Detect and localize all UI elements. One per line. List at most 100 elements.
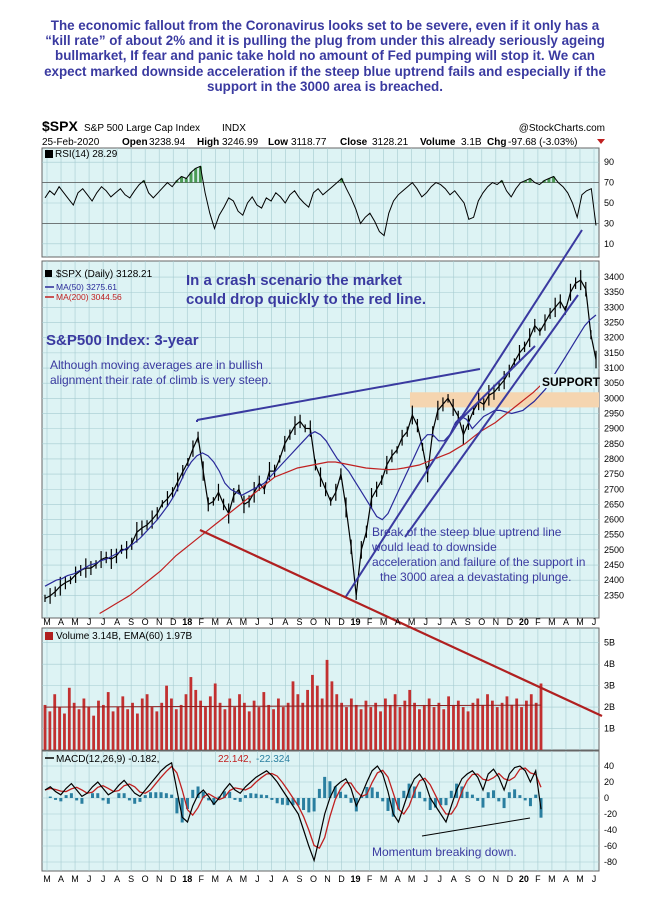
- volume-bar: [208, 696, 212, 750]
- volume-tick-label: 2B: [604, 702, 615, 712]
- volume-bar: [452, 704, 455, 750]
- volume-bar: [539, 683, 543, 750]
- volume-bar: [447, 696, 451, 750]
- month-tick-label: J: [255, 874, 260, 884]
- volume-bar: [291, 681, 295, 750]
- month-tick-label: M: [43, 874, 51, 884]
- volume-bar: [442, 709, 446, 750]
- month-tick-label: S: [296, 874, 302, 884]
- volume-bar: [145, 694, 149, 750]
- macd-tick-label: 40: [604, 761, 614, 771]
- volume-bar: [320, 698, 324, 750]
- volume-bar: [398, 707, 402, 750]
- price-tick-label: 3400: [604, 272, 624, 282]
- price-tick-label: 3300: [604, 302, 624, 312]
- volume-bar: [194, 689, 198, 750]
- volume-bar: [510, 704, 514, 750]
- month-tick-label: M: [212, 617, 220, 627]
- volume-bar: [272, 709, 275, 750]
- month-tick-label: 18: [182, 617, 192, 627]
- volume-bar: [369, 707, 373, 750]
- price-tick-label: 2600: [604, 515, 624, 525]
- month-tick-label: J: [87, 874, 92, 884]
- volume-bar: [262, 692, 266, 750]
- volume-ema-line: [44, 704, 542, 708]
- volume-bar: [126, 709, 130, 750]
- rsi-label-swatch: [45, 150, 53, 158]
- volume-bar: [286, 702, 290, 750]
- upper-resistance-line: [196, 368, 481, 421]
- month-tick-label: A: [395, 874, 401, 884]
- low-label: Low: [268, 137, 288, 148]
- macd-tick-label: 0: [604, 793, 609, 803]
- month-tick-label: A: [114, 617, 120, 627]
- volume-bar: [505, 696, 509, 750]
- price-legend-swatch: [45, 270, 52, 277]
- month-tick-label: N: [156, 617, 163, 627]
- month-tick-label: O: [142, 617, 149, 627]
- month-tick-label: J: [423, 617, 428, 627]
- month-tick-label: F: [367, 874, 373, 884]
- month-tick-label: A: [114, 874, 120, 884]
- volume-bar: [242, 702, 246, 750]
- volume-bar: [72, 702, 76, 750]
- index-title: S&P500 Index: 3-year: [46, 332, 199, 349]
- volume-bar: [160, 702, 164, 750]
- volume-bar: [247, 711, 251, 750]
- volume-bar: [529, 694, 533, 750]
- volume-bar: [393, 694, 397, 750]
- volume-bar: [204, 707, 207, 750]
- price-tick-label: 3050: [604, 378, 624, 388]
- month-tick-label: F: [535, 617, 541, 627]
- month-tick-label: S: [465, 617, 471, 627]
- month-tick-label: A: [282, 617, 288, 627]
- volume-bar: [383, 698, 387, 750]
- month-tick-label: M: [408, 874, 416, 884]
- volume-tick-label: 4B: [604, 659, 615, 669]
- month-tick-label: A: [58, 874, 64, 884]
- volume-bar: [67, 687, 71, 750]
- price-tick-label: 3000: [604, 393, 624, 403]
- month-tick-label: A: [563, 617, 569, 627]
- month-tick-label: F: [199, 617, 205, 627]
- month-tick-label: A: [282, 874, 288, 884]
- volume-bar: [252, 700, 256, 750]
- chart-symbol: $SPX: [42, 118, 78, 134]
- chart-credit: @StockCharts.com: [519, 123, 605, 134]
- month-tick-label: D: [170, 874, 177, 884]
- month-tick-label: J: [437, 617, 442, 627]
- volume-bar: [101, 704, 105, 750]
- price-panel: [41, 260, 600, 619]
- price-tick-label: 2550: [604, 530, 624, 540]
- month-tick-label: A: [451, 874, 457, 884]
- open-label: Open: [122, 137, 148, 148]
- volume-bar: [325, 659, 329, 750]
- volume-label: Volume 3.14B, EMA(60) 1.97B: [56, 631, 193, 642]
- volume-bar: [213, 683, 217, 750]
- volume-bar: [257, 707, 261, 750]
- month-tick-label: A: [451, 617, 457, 627]
- volume-bar: [500, 702, 504, 750]
- volume-bar: [437, 702, 441, 750]
- month-tick-label: J: [437, 874, 442, 884]
- volume-bar: [77, 709, 81, 750]
- price-tick-label: 3350: [604, 287, 624, 297]
- volume-bar: [311, 674, 314, 750]
- volume-tick-label: 3B: [604, 681, 615, 691]
- month-tick-label: J: [592, 617, 597, 627]
- price-tick-label: 2950: [604, 408, 624, 418]
- rsi-tick-label: 90: [604, 157, 614, 167]
- volume-bar: [121, 696, 125, 750]
- chart-date: 25-Feb-2020: [42, 137, 100, 148]
- volume-bar: [466, 711, 470, 750]
- month-tick-label: S: [296, 617, 302, 627]
- month-tick-label: D: [338, 617, 345, 627]
- volume-bar: [354, 704, 358, 750]
- volume-bar: [364, 700, 368, 750]
- month-tick-label: D: [338, 874, 345, 884]
- month-tick-label: M: [548, 617, 556, 627]
- volume-bar: [281, 707, 285, 750]
- volume-bar: [340, 702, 344, 750]
- price-tick-label: 2400: [604, 575, 624, 585]
